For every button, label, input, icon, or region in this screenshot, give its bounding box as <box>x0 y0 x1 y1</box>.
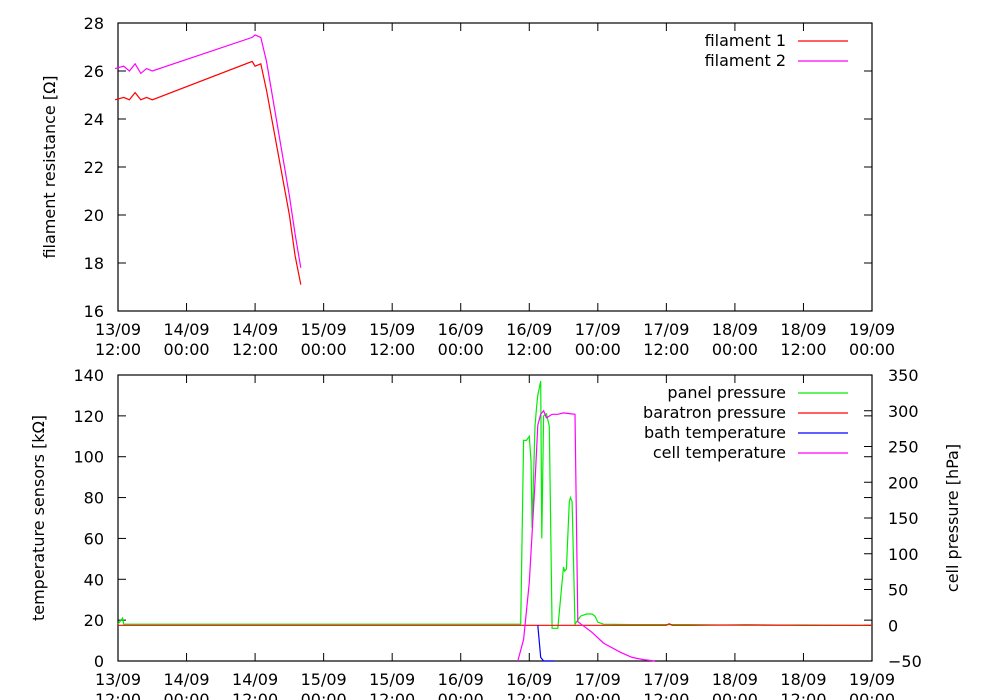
x-tick-date-label: 18/09 <box>712 320 758 339</box>
y-tick-label: 28 <box>84 14 104 33</box>
x-tick-time-label: 12:00 <box>95 690 141 700</box>
legend-label: cell temperature <box>653 443 786 462</box>
x-tick-date-label: 15/09 <box>301 670 347 689</box>
x-tick-time-label: 12:00 <box>643 690 689 700</box>
x-tick-time-label: 00:00 <box>438 340 484 359</box>
x-tick-date-label: 16/09 <box>438 670 484 689</box>
y-tick-label: 60 <box>84 529 104 548</box>
x-tick-time-label: 12:00 <box>780 340 826 359</box>
x-tick-time-label: 00:00 <box>849 340 895 359</box>
x-tick-time-label: 12:00 <box>232 340 278 359</box>
x-tick-date-label: 17/09 <box>575 670 621 689</box>
y-axis-label: temperature sensors [kΩ] <box>29 415 48 621</box>
series-line-filament-1 <box>114 60 302 285</box>
y-tick-label: 16 <box>84 302 104 321</box>
x-tick-date-label: 13/09 <box>95 320 141 339</box>
legend-label: baratron pressure <box>643 403 786 422</box>
y2-tick-label: 200 <box>888 473 919 492</box>
y-tick-label: 20 <box>84 206 104 225</box>
y-axis-label: filament resistance [Ω] <box>40 75 59 258</box>
series-line-filament-2 <box>114 34 302 268</box>
x-tick-date-label: 17/09 <box>643 670 689 689</box>
x-tick-date-label: 15/09 <box>301 320 347 339</box>
x-tick-time-label: 12:00 <box>780 690 826 700</box>
y-tick-label: 18 <box>84 254 104 273</box>
y2-tick-label: 0 <box>888 616 898 635</box>
y-tick-label: 40 <box>84 570 104 589</box>
y-tick-label: 24 <box>84 110 104 129</box>
y-tick-label: 80 <box>84 489 104 508</box>
x-tick-date-label: 14/09 <box>163 320 209 339</box>
x-tick-time-label: 00:00 <box>575 340 621 359</box>
x-tick-date-label: 13/09 <box>95 670 141 689</box>
x-tick-date-label: 15/09 <box>369 670 415 689</box>
x-tick-time-label: 00:00 <box>849 690 895 700</box>
legend-label: filament 2 <box>705 51 786 70</box>
y-tick-label: 0 <box>94 652 104 671</box>
x-tick-date-label: 18/09 <box>780 320 826 339</box>
y-tick-label: 140 <box>73 366 104 385</box>
x-tick-date-label: 19/09 <box>849 320 895 339</box>
legend-label: panel pressure <box>667 383 786 402</box>
y-tick-label: 120 <box>73 407 104 426</box>
y-tick-label: 20 <box>84 611 104 630</box>
x-tick-date-label: 19/09 <box>849 670 895 689</box>
y2-tick-label: 300 <box>888 402 919 421</box>
x-tick-date-label: 16/09 <box>506 320 552 339</box>
y2-tick-label: 50 <box>888 581 908 600</box>
y-tick-label: 22 <box>84 158 104 177</box>
x-tick-time-label: 12:00 <box>506 690 552 700</box>
x-tick-time-label: 00:00 <box>163 340 209 359</box>
y2-tick-label: −50 <box>888 652 922 671</box>
x-tick-time-label: 12:00 <box>369 690 415 700</box>
series-line-baratron-pressure <box>118 623 872 626</box>
x-tick-time-label: 00:00 <box>301 340 347 359</box>
y-tick-label: 100 <box>73 448 104 467</box>
x-tick-time-label: 12:00 <box>95 340 141 359</box>
y2-tick-label: 150 <box>888 509 919 528</box>
x-tick-time-label: 00:00 <box>575 690 621 700</box>
x-tick-time-label: 12:00 <box>232 690 278 700</box>
x-tick-date-label: 16/09 <box>506 670 552 689</box>
legend-label: filament 1 <box>705 31 786 50</box>
y2-tick-label: 250 <box>888 438 919 457</box>
x-tick-time-label: 12:00 <box>506 340 552 359</box>
y-tick-label: 26 <box>84 62 104 81</box>
x-tick-date-label: 16/09 <box>438 320 484 339</box>
x-tick-date-label: 14/09 <box>232 670 278 689</box>
x-tick-date-label: 18/09 <box>712 670 758 689</box>
series-line-bath-temperature <box>537 625 554 662</box>
x-tick-time-label: 00:00 <box>301 690 347 700</box>
x-tick-date-label: 14/09 <box>232 320 278 339</box>
x-tick-date-label: 17/09 <box>575 320 621 339</box>
x-tick-time-label: 00:00 <box>712 690 758 700</box>
x-tick-date-label: 18/09 <box>780 670 826 689</box>
y2-axis-label: cell pressure [hPa] <box>943 444 962 592</box>
y2-tick-label: 100 <box>888 545 919 564</box>
y2-tick-label: 350 <box>888 366 919 385</box>
series-line-panel-pressure <box>117 380 872 629</box>
series-line-cell-temperature <box>517 409 655 662</box>
x-tick-date-label: 14/09 <box>163 670 209 689</box>
x-tick-time-label: 00:00 <box>712 340 758 359</box>
x-tick-time-label: 00:00 <box>438 690 484 700</box>
x-tick-time-label: 00:00 <box>163 690 209 700</box>
x-tick-time-label: 12:00 <box>369 340 415 359</box>
x-tick-date-label: 15/09 <box>369 320 415 339</box>
x-tick-date-label: 17/09 <box>643 320 689 339</box>
legend-label: bath temperature <box>644 423 786 442</box>
x-tick-time-label: 12:00 <box>643 340 689 359</box>
